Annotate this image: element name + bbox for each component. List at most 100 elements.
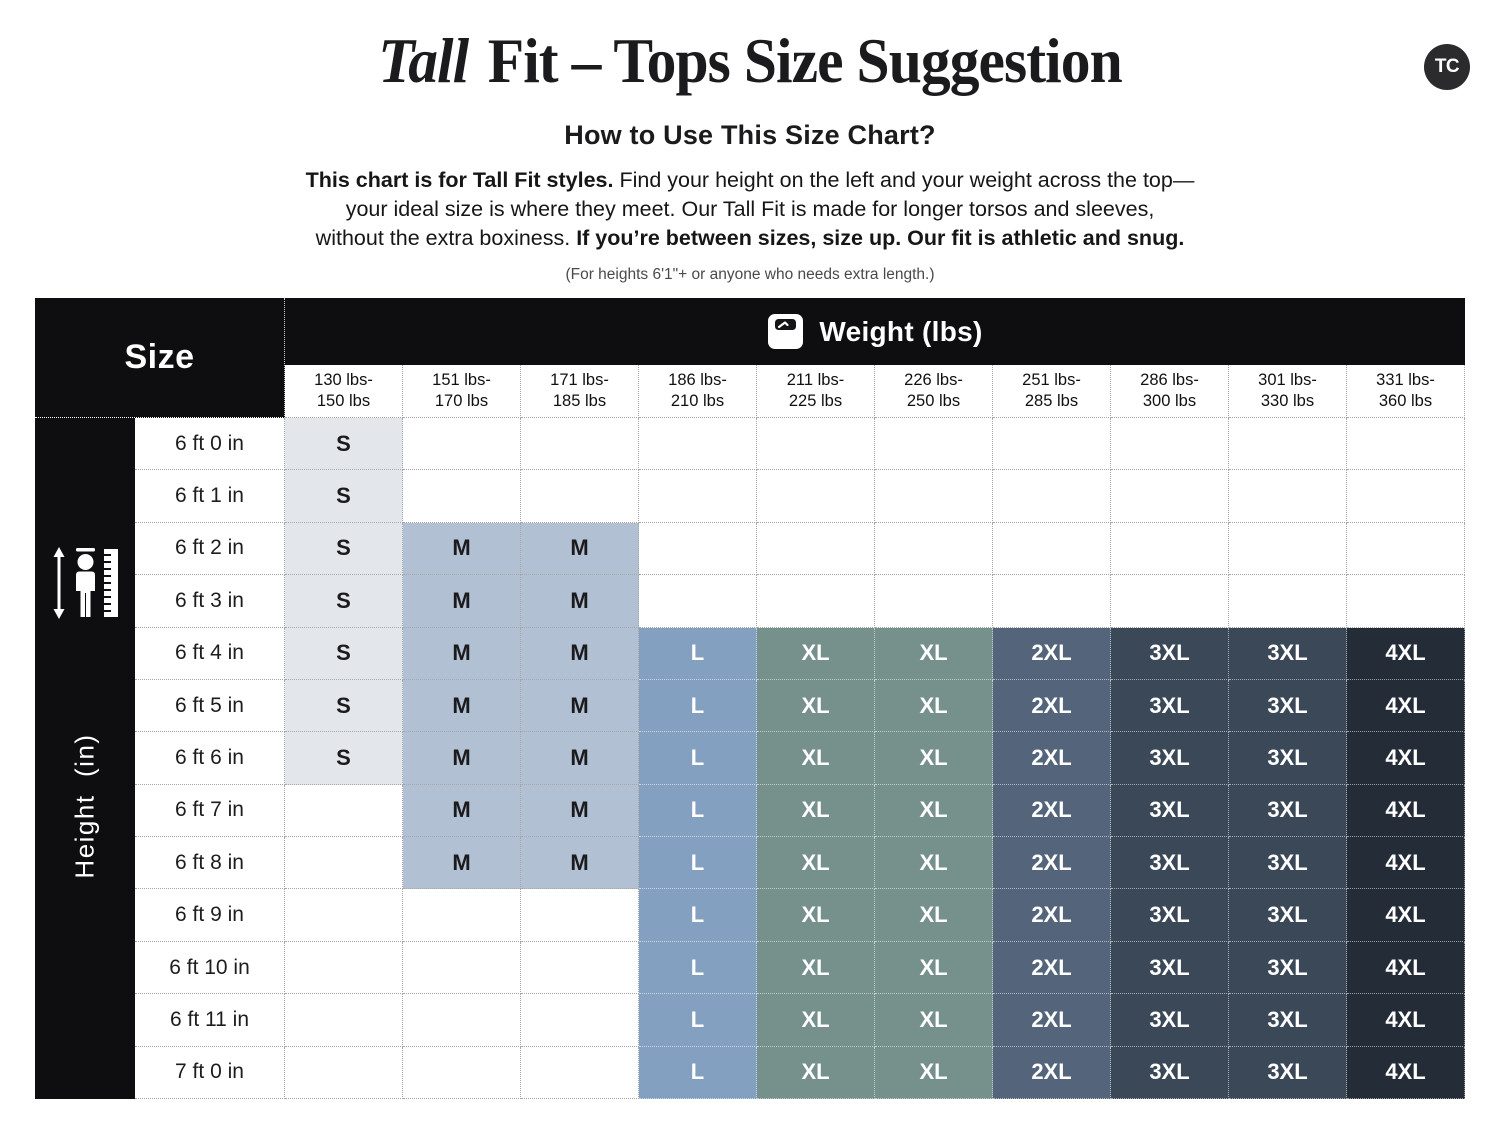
size-cell: 4XL <box>1347 679 1465 733</box>
size-cell: XL <box>757 837 875 890</box>
size-cell: 3XL <box>1229 732 1347 785</box>
description-bold-2: If you’re between sizes, size up. Our fi… <box>576 226 1185 250</box>
height-row-label: 6 ft 2 in <box>135 522 285 576</box>
brand-logo: TC <box>1424 44 1470 90</box>
size-table: Size Weight (lbs) <box>35 298 1465 1099</box>
size-cell-empty <box>1111 575 1229 628</box>
size-cell: M <box>521 575 639 628</box>
scale-icon <box>768 314 804 349</box>
size-cell-empty <box>403 889 521 942</box>
size-cell: 3XL <box>1111 1046 1229 1099</box>
size-cell-empty <box>521 470 639 523</box>
size-cell: 3XL <box>1229 941 1347 995</box>
size-cell-empty <box>639 470 757 523</box>
size-cell-empty <box>1229 575 1347 628</box>
height-row-label: 6 ft 4 in <box>135 627 285 680</box>
size-cell-empty <box>993 418 1111 471</box>
size-cell: XL <box>875 1046 993 1099</box>
size-cell: M <box>521 522 639 576</box>
size-cell: L <box>639 784 757 838</box>
weight-axis-header: Weight (lbs) <box>285 298 1465 365</box>
size-cell: M <box>403 784 521 838</box>
size-cell: 3XL <box>1111 732 1229 785</box>
size-cell: 4XL <box>1347 837 1465 890</box>
size-cell-empty <box>285 1046 403 1099</box>
size-cell: XL <box>875 941 993 995</box>
height-row-label: 6 ft 1 in <box>135 470 285 523</box>
size-cell-empty <box>1347 575 1465 628</box>
size-cell: 3XL <box>1229 1046 1347 1099</box>
size-cell: S <box>285 418 403 471</box>
size-cell: XL <box>875 889 993 942</box>
size-cell: 2XL <box>993 941 1111 995</box>
size-cell-empty <box>1347 522 1465 576</box>
weight-col-header: 151 lbs- 170 lbs <box>403 365 521 418</box>
size-cell: 3XL <box>1111 784 1229 838</box>
size-cell: M <box>521 732 639 785</box>
size-cell: 3XL <box>1229 627 1347 680</box>
size-cell: S <box>285 575 403 628</box>
size-cell: M <box>403 627 521 680</box>
size-cell: 3XL <box>1111 679 1229 733</box>
size-cell: L <box>639 994 757 1047</box>
size-cell-empty <box>1111 418 1229 471</box>
description-line-3: without the extra boxiness. <box>315 226 577 250</box>
size-cell-empty <box>1229 522 1347 576</box>
size-cell: S <box>285 679 403 733</box>
weight-axis-label: Weight (lbs) <box>819 315 983 347</box>
size-cell: XL <box>757 941 875 995</box>
weight-col-header: 171 lbs- 185 lbs <box>521 365 639 418</box>
size-cell: M <box>403 575 521 628</box>
size-cell: 2XL <box>993 889 1111 942</box>
weight-col-header: 211 lbs- 225 lbs <box>757 365 875 418</box>
size-cell-empty <box>993 575 1111 628</box>
weight-col-header: 301 lbs- 330 lbs <box>1229 365 1347 418</box>
size-cell: L <box>639 941 757 995</box>
size-cell: S <box>285 522 403 576</box>
size-cell: 4XL <box>1347 889 1465 942</box>
size-cell-empty <box>403 1046 521 1099</box>
size-cell: 4XL <box>1347 627 1465 680</box>
size-cell-empty <box>1229 418 1347 471</box>
weight-col-header: 226 lbs- 250 lbs <box>875 365 993 418</box>
size-cell: M <box>521 837 639 890</box>
description-bold-1: This chart is for Tall Fit styles. <box>305 168 614 192</box>
size-cell: 3XL <box>1229 889 1347 942</box>
size-cell-empty <box>639 418 757 471</box>
size-cell: 2XL <box>993 1046 1111 1099</box>
size-cell: 2XL <box>993 837 1111 890</box>
size-corner-label: Size <box>124 338 195 376</box>
size-cell: 4XL <box>1347 732 1465 785</box>
height-row-label: 6 ft 0 in <box>135 418 285 471</box>
size-cell: XL <box>875 994 993 1047</box>
height-row-label: 6 ft 3 in <box>135 575 285 628</box>
size-cell-empty <box>757 575 875 628</box>
height-row-label: 6 ft 9 in <box>135 889 285 942</box>
size-cell-empty <box>285 994 403 1047</box>
size-cell: 3XL <box>1229 837 1347 890</box>
size-cell-empty <box>1347 418 1465 471</box>
fit-note: (For heights 6'1"+ or anyone who needs e… <box>565 266 935 283</box>
size-cell-empty <box>403 941 521 995</box>
size-cell-empty <box>875 575 993 628</box>
size-cell-empty <box>285 837 403 890</box>
size-cell: XL <box>757 1046 875 1099</box>
size-cell: XL <box>757 784 875 838</box>
size-cell-empty <box>521 418 639 471</box>
height-row-label: 6 ft 8 in <box>135 837 285 890</box>
size-cell: 4XL <box>1347 994 1465 1047</box>
size-cell: M <box>521 679 639 733</box>
size-cell: 4XL <box>1347 1046 1465 1099</box>
weight-col-header: 130 lbs- 150 lbs <box>285 365 403 418</box>
size-cell: 3XL <box>1229 784 1347 838</box>
size-cell: L <box>639 1046 757 1099</box>
title-italic-word: Tall <box>378 25 469 96</box>
page-title: Tall Fit – Tops Size Suggestion <box>53 24 1448 98</box>
description-line-1: Find your height on the left and your we… <box>613 168 1195 192</box>
size-cell: L <box>639 889 757 942</box>
subtitle: How to Use This Size Chart? <box>564 120 936 150</box>
size-cell: 3XL <box>1111 837 1229 890</box>
size-cell-empty <box>993 470 1111 523</box>
size-cell-empty <box>403 418 521 471</box>
size-corner-header: Size <box>35 298 285 418</box>
